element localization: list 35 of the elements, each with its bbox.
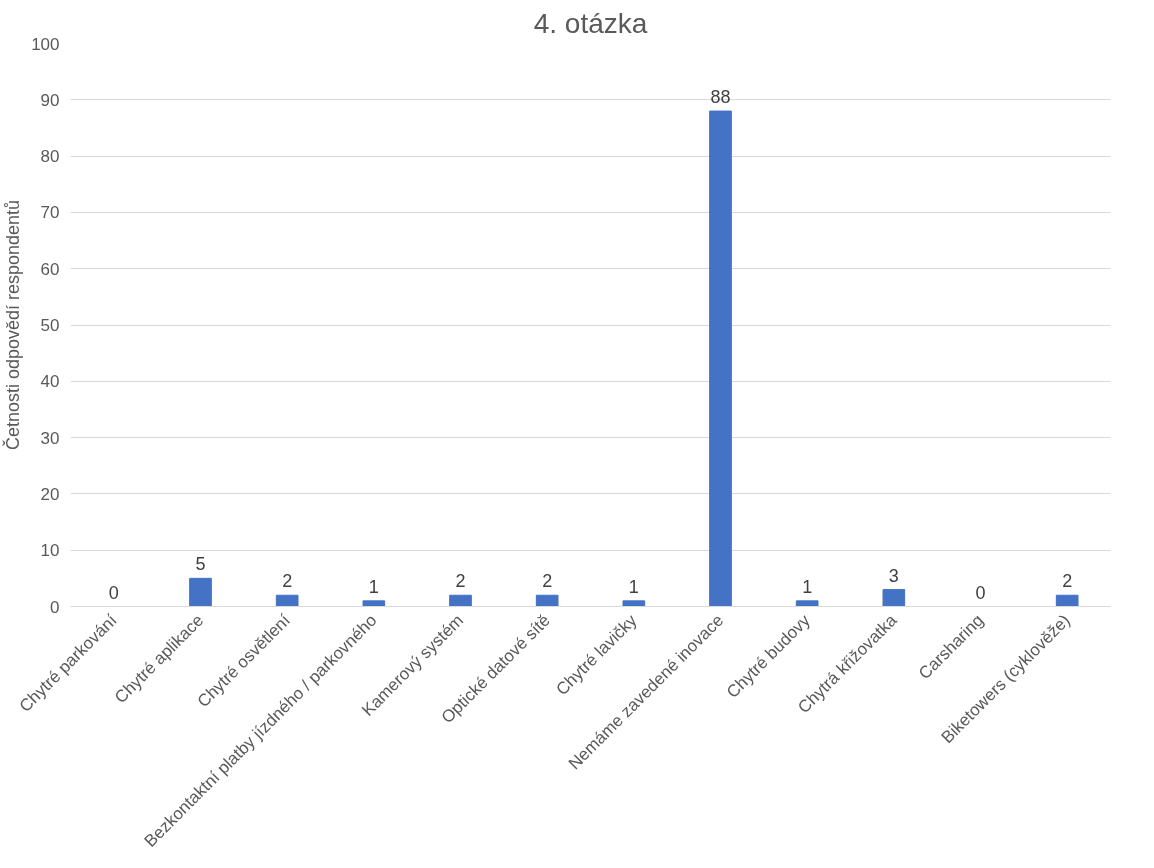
- data-label: 0: [975, 582, 986, 603]
- bar: [622, 600, 646, 607]
- y-tick-label: 70: [40, 203, 60, 223]
- data-label: 1: [368, 576, 379, 597]
- bar: [189, 577, 212, 607]
- data-label: 2: [282, 571, 293, 592]
- bar: [709, 110, 732, 607]
- y-tick-label: 30: [40, 428, 60, 448]
- data-label: 88: [710, 87, 731, 108]
- bar: [362, 600, 386, 607]
- bar: [795, 600, 819, 607]
- data-label: 1: [628, 576, 639, 597]
- data-label: 0: [108, 582, 119, 603]
- y-axis-title: Četnosti odpovědí respondentů: [2, 199, 24, 451]
- y-tick-label: 40: [40, 372, 60, 392]
- y-tick-label: 60: [40, 259, 60, 279]
- y-tick-label: 50: [40, 316, 60, 335]
- bar: [449, 594, 472, 607]
- bar: [882, 589, 906, 607]
- y-tick-label: 10: [40, 541, 60, 561]
- chart-title: 4. otázka: [533, 7, 648, 39]
- y-tick-label: 90: [40, 90, 60, 110]
- bar: [275, 594, 299, 607]
- bar: [535, 594, 559, 607]
- data-label: 1: [802, 576, 813, 597]
- data-label: 2: [542, 571, 553, 592]
- data-label: 2: [1062, 571, 1073, 592]
- data-label: 5: [195, 554, 206, 575]
- data-label: 2: [455, 571, 466, 592]
- y-tick-label: 0: [50, 597, 60, 617]
- data-label: 3: [888, 565, 899, 586]
- y-tick-label: 100: [31, 34, 60, 54]
- y-tick-label: 20: [40, 484, 60, 504]
- y-tick-label: 80: [40, 147, 60, 167]
- bar: [1055, 594, 1079, 607]
